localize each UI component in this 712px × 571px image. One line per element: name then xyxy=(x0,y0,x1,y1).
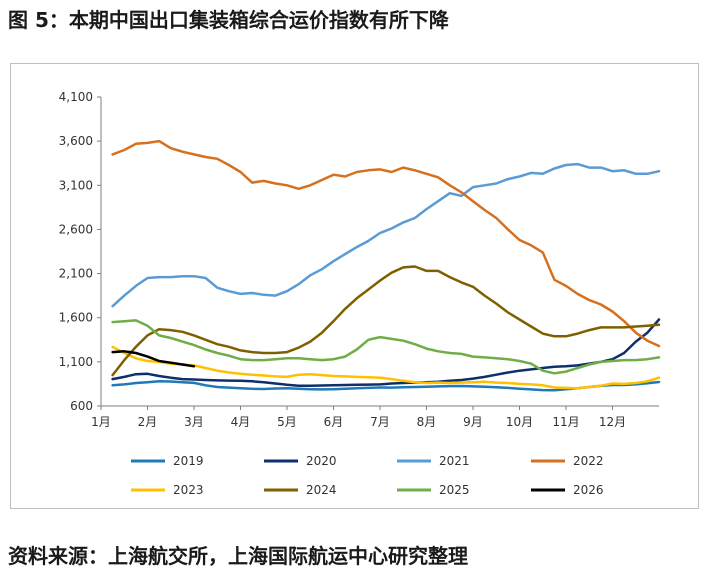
x-tick-label: 2月 xyxy=(138,415,158,429)
x-tick-label: 9月 xyxy=(463,415,483,429)
y-tick-label: 2,100 xyxy=(59,267,93,281)
y-tick-label: 600 xyxy=(70,399,93,413)
series-line-2021 xyxy=(111,162,661,308)
x-tick-label: 8月 xyxy=(417,415,437,429)
legend-label-2020: 2020 xyxy=(306,454,337,468)
legend-label-2025: 2025 xyxy=(439,483,470,497)
series-line-2024 xyxy=(111,265,661,377)
legend-label-2022: 2022 xyxy=(573,454,604,468)
y-tick-label: 2,600 xyxy=(59,222,93,236)
source-note: 资料来源：上海航交所，上海国际航运中心研究整理 xyxy=(8,544,468,568)
legend: 2019 2020 2021 2022 2023 2024 2025 2026 xyxy=(131,454,604,497)
y-tick-label: 3,100 xyxy=(59,178,93,192)
x-tick-label: 6月 xyxy=(324,415,344,429)
y-axis: 600 1,100 1,600 2,100 2,600 3,100 3,600 4,100 xyxy=(59,90,102,413)
y-tick-label: 4,100 xyxy=(59,90,93,104)
chart-container: 600 1,100 1,600 2,100 2,600 3,100 3,600 4,100 1… xyxy=(10,63,699,509)
series-line-2026 xyxy=(111,350,196,368)
legend-label-2026: 2026 xyxy=(573,483,604,497)
figure-title: 图 5：本期中国出口集装箱综合运价指数有所下降 xyxy=(8,8,449,32)
series-line-2022 xyxy=(111,139,661,348)
x-tick-label: 1月 xyxy=(91,415,111,429)
x-tick-label: 12月 xyxy=(599,415,626,429)
line-chart: 600 1,100 1,600 2,100 2,600 3,100 3,600 4,100 1… xyxy=(59,90,661,497)
x-tick-label: 10月 xyxy=(506,415,533,429)
x-tick-label: 7月 xyxy=(370,415,390,429)
series-line-2023 xyxy=(111,345,661,390)
y-tick-label: 3,600 xyxy=(59,134,93,148)
y-tick-label: 1,600 xyxy=(59,311,93,325)
legend-label-2023: 2023 xyxy=(173,483,204,497)
legend-label-2021: 2021 xyxy=(439,454,470,468)
x-axis: 1月 2月 3月 4月 5月 6月 7月 8月 9月 10月 11月 12月 xyxy=(91,405,659,429)
series-line-2020 xyxy=(111,318,661,387)
legend-label-2019: 2019 xyxy=(173,454,204,468)
series-lines xyxy=(111,139,661,392)
x-tick-label: 11月 xyxy=(552,415,579,429)
legend-label-2024: 2024 xyxy=(306,483,337,497)
series-line-2025 xyxy=(111,319,661,375)
x-tick-label: 4月 xyxy=(231,415,251,429)
x-tick-label: 3月 xyxy=(184,415,204,429)
y-tick-label: 1,100 xyxy=(59,355,93,369)
x-tick-label: 5月 xyxy=(277,415,297,429)
